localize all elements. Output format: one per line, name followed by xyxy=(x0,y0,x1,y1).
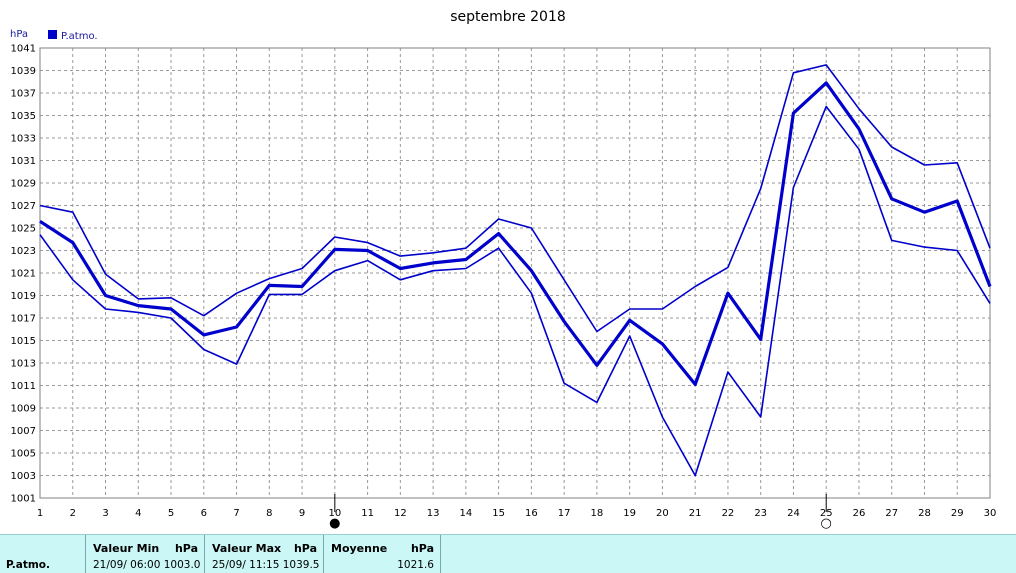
x-tick-label: 22 xyxy=(722,508,735,519)
x-tick-label: 5 xyxy=(168,508,174,519)
x-tick-label: 27 xyxy=(885,508,898,519)
x-tick-label: 19 xyxy=(623,508,636,519)
y-tick-label: 1033 xyxy=(11,134,36,145)
series-line-min xyxy=(39,105,991,477)
x-tick-label: 4 xyxy=(135,508,141,519)
series-line-max xyxy=(39,64,991,333)
plot-frame xyxy=(39,47,991,499)
x-tick-label: 28 xyxy=(918,508,931,519)
x-tick-label: 15 xyxy=(492,508,505,519)
x-tick-label: 11 xyxy=(361,508,374,519)
x-tick-label: 26 xyxy=(853,508,866,519)
grid xyxy=(40,48,990,498)
x-tick-label: 21 xyxy=(689,508,702,519)
x-tick-label: 24 xyxy=(787,508,800,519)
x-tick-label: 7 xyxy=(233,508,239,519)
chart: septembre 2018 hPa P.atmo. 1001100310051… xyxy=(10,9,997,531)
legend-swatch xyxy=(48,30,57,39)
x-axis: 1 2 3 4 5 6 7 8 9 10 11 12 13 14 15 16 17 18 19 20 21 22 23 24 2… xyxy=(37,508,997,519)
series-line-moyenne xyxy=(39,81,992,386)
y-axis-unit: hPa xyxy=(10,29,28,40)
stats-min-value: 21/09/ 06:00 1003.0 xyxy=(93,559,201,571)
x-tick-label: 8 xyxy=(266,508,272,519)
moon-phases: ● ○ xyxy=(329,494,832,531)
y-tick-label: 1037 xyxy=(11,89,36,100)
x-tick-label: 29 xyxy=(951,508,964,519)
y-tick-label: 1023 xyxy=(11,246,36,257)
x-tick-label: 14 xyxy=(459,508,472,519)
x-tick-label: 18 xyxy=(591,508,604,519)
full-moon-icon: ○ xyxy=(821,516,832,531)
stats-avg-header: Moyenne xyxy=(331,542,388,555)
x-tick-label: 12 xyxy=(394,508,407,519)
y-tick-label: 1001 xyxy=(11,494,36,505)
y-tick-label: 1031 xyxy=(11,156,36,167)
y-tick-label: 1005 xyxy=(11,449,36,460)
stats-avg-cell: Moyenne hPa 1021.6 xyxy=(324,535,441,573)
y-tick-label: 1015 xyxy=(11,336,36,347)
x-tick-label: 17 xyxy=(558,508,571,519)
stats-min-cell: Valeur Min hPa 21/09/ 06:00 1003.0 xyxy=(86,535,205,573)
x-tick-label: 2 xyxy=(70,508,76,519)
y-tick-label: 1013 xyxy=(11,359,36,370)
stats-max-unit: hPa xyxy=(293,542,317,555)
stats-min-unit: hPa xyxy=(174,542,198,555)
y-tick-label: 1029 xyxy=(11,179,36,190)
x-tick-label: 9 xyxy=(299,508,305,519)
chart-title: septembre 2018 xyxy=(450,9,566,25)
stats-max-header: Valeur Max xyxy=(212,542,282,555)
y-tick-label: 1011 xyxy=(11,381,36,392)
y-tick-label: 1017 xyxy=(11,314,36,325)
y-tick-label: 1021 xyxy=(11,269,36,280)
stats-max-cell: Valeur Max hPa 25/09/ 11:15 1039.5 xyxy=(205,535,324,573)
stats-avg-unit: hPa xyxy=(410,542,434,555)
y-tick-label: 1025 xyxy=(11,224,36,235)
x-tick-label: 20 xyxy=(656,508,669,519)
series-group xyxy=(39,64,992,477)
y-tick-label: 1041 xyxy=(11,44,36,55)
x-tick-label: 3 xyxy=(102,508,108,519)
stats-bar: P.atmo. Valeur Min hPa 21/09/ 06:00 1003… xyxy=(0,534,1016,573)
x-tick-label: 23 xyxy=(754,508,767,519)
stats-min-header: Valeur Min xyxy=(93,542,160,555)
y-tick-label: 1003 xyxy=(11,471,36,482)
y-tick-label: 1039 xyxy=(11,66,36,77)
y-tick-label: 1035 xyxy=(11,111,36,122)
x-tick-label: 25 xyxy=(820,508,833,519)
y-tick-label: 1007 xyxy=(11,426,36,437)
stats-avg-value: 1021.6 xyxy=(397,559,434,571)
x-tick-label: 10 xyxy=(328,508,341,519)
x-tick-label: 16 xyxy=(525,508,538,519)
stats-series-label: P.atmo. xyxy=(6,559,51,571)
x-tick-label: 30 xyxy=(984,508,997,519)
x-tick-label: 6 xyxy=(201,508,207,519)
y-tick-label: 1009 xyxy=(11,404,36,415)
stats-label-cell: P.atmo. xyxy=(0,535,86,573)
y-tick-label: 1019 xyxy=(11,291,36,302)
x-tick-label: 1 xyxy=(37,508,43,519)
new-moon-icon: ● xyxy=(329,516,340,531)
y-axis: 1001 1003 1005 1007 1009 1011 1013 1015 1017 1019… xyxy=(11,44,36,505)
x-tick-label: 13 xyxy=(427,508,440,519)
stats-max-value: 25/09/ 11:15 1039.5 xyxy=(212,559,320,571)
y-tick-label: 1027 xyxy=(11,201,36,212)
legend-label: P.atmo. xyxy=(61,31,98,42)
